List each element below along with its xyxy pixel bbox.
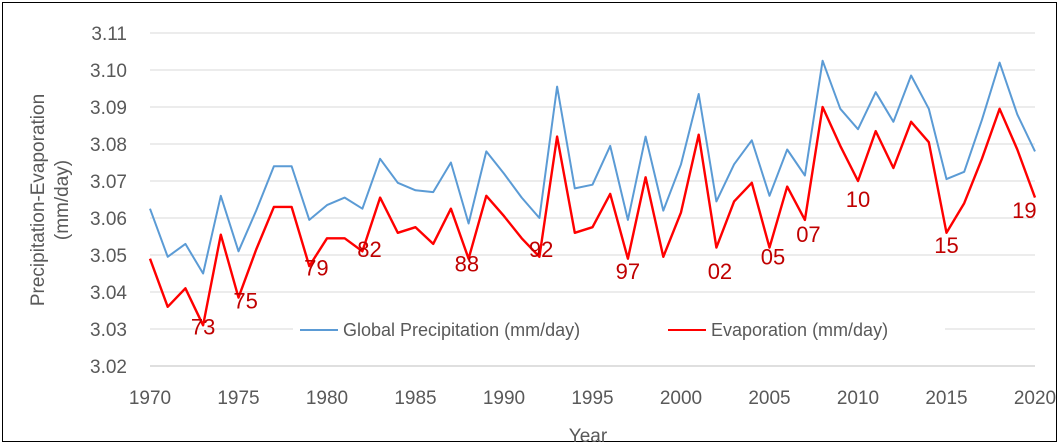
year-annotation: 97 — [616, 259, 640, 284]
legend-label-evaporation: Evaporation (mm/day) — [711, 320, 888, 340]
y-tick-label: 3.09 — [90, 98, 127, 119]
y-tick-label: 3.06 — [90, 209, 127, 230]
year-annotation: 02 — [708, 259, 732, 284]
year-annotation: 79 — [304, 255, 328, 280]
x-tick-label: 1985 — [394, 388, 436, 409]
year-annotation: 88 — [455, 252, 479, 277]
year-annotation: 19 — [1012, 198, 1036, 223]
year-annotations: 73 75 79 82 88 92 97 02 05 07 10 15 19 — [191, 187, 1037, 340]
x-tick-labels: 1970 1975 1980 1985 1990 1995 2000 2005 2010 2015… — [129, 388, 1056, 409]
x-tick-label: 2005 — [748, 388, 790, 409]
y-tick-label: 3.07 — [90, 172, 127, 193]
y-tick-label: 3.05 — [90, 246, 127, 267]
x-tick-label: 2020 — [1014, 388, 1056, 409]
series-line-precipitation — [149, 59, 1036, 275]
x-tick-label: 1995 — [571, 388, 613, 409]
x-tick-label: 1990 — [483, 388, 525, 409]
y-tick-labels: 3.02 3.03 3.04 3.05 3.06 3.07 3.08 3.09 3.10 3.11 — [90, 24, 127, 378]
legend-background — [293, 313, 945, 345]
x-tick-label: 2000 — [660, 388, 702, 409]
series-line-evaporation — [148, 105, 1037, 327]
year-annotation: 05 — [761, 244, 785, 269]
y-tick-label: 3.03 — [90, 320, 127, 341]
legend: Global Precipitation (mm/day) Evaporatio… — [293, 313, 945, 345]
x-tick-label: 1980 — [306, 388, 348, 409]
x-tick-label: 1970 — [129, 388, 171, 409]
x-tick-label: 2015 — [925, 388, 967, 409]
y-tick-label: 3.02 — [90, 357, 127, 378]
y-axis-title-line-2: (mm/day) — [52, 160, 73, 240]
series-lines — [148, 59, 1037, 327]
year-annotation: 82 — [357, 237, 381, 262]
y-tick-label: 3.04 — [90, 283, 127, 304]
x-tick-label: 2010 — [837, 388, 879, 409]
x-axis-title: Year — [569, 426, 608, 446]
year-annotation: 75 — [233, 289, 257, 314]
y-tick-label: 3.11 — [91, 24, 127, 45]
y-tick-label: 3.08 — [90, 135, 127, 156]
y-axis-title: Precipitation-Evaporation (mm/day) — [28, 94, 73, 306]
year-annotation: 92 — [529, 237, 553, 262]
y-tick-label: 3.10 — [90, 61, 127, 82]
legend-label-precipitation: Global Precipitation (mm/day) — [343, 320, 580, 340]
x-tick-label: 1975 — [217, 388, 259, 409]
y-axis-title-line-1: Precipitation-Evaporation — [28, 94, 49, 306]
year-annotation: 10 — [846, 187, 870, 212]
year-annotation: 73 — [191, 315, 215, 340]
year-annotation: 07 — [796, 222, 820, 247]
year-annotation: 15 — [934, 233, 958, 258]
